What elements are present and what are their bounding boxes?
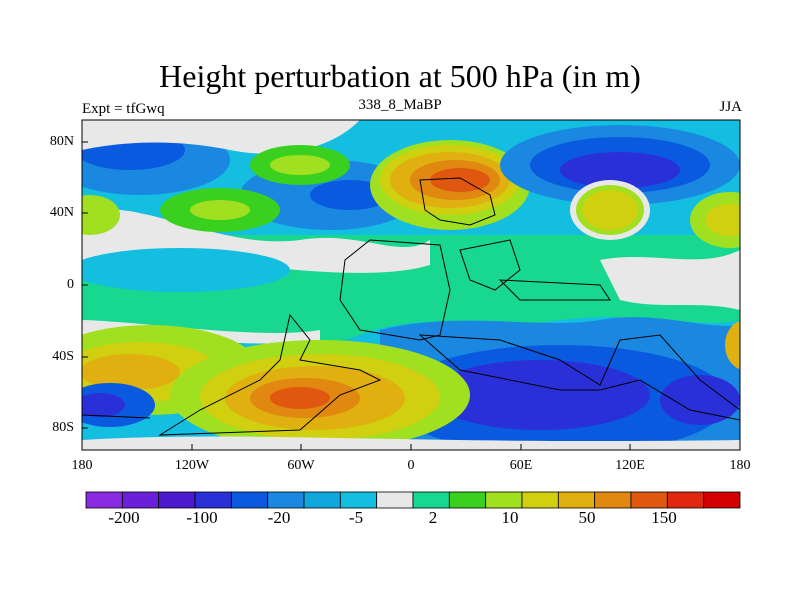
colorbar-swatch xyxy=(230,491,269,509)
colorbar-swatch xyxy=(339,491,378,509)
field-eurasia-5 xyxy=(430,168,490,192)
lon-label-60e: 60E xyxy=(509,458,533,473)
field-arctic-band xyxy=(82,120,360,154)
lon-label-180e: 180 xyxy=(729,458,751,473)
colorbar-swatch xyxy=(194,491,232,509)
lon-label-0: 0 xyxy=(407,458,415,473)
colorbar-swatch xyxy=(448,491,487,509)
colorbar-swatch xyxy=(376,491,414,509)
lon-label-180w: 180 xyxy=(71,458,93,473)
colorbar-swatch xyxy=(666,491,705,509)
colorbar-swatch xyxy=(594,491,632,509)
field-eq-light xyxy=(600,250,740,310)
colorbar-label: -200 xyxy=(108,508,140,527)
axis-ticks xyxy=(81,141,741,450)
field-atl-yellow xyxy=(270,155,330,175)
field-trop-cyan xyxy=(82,248,290,292)
lon-label-60w: 60W xyxy=(287,458,315,473)
colorbar-label: 10 xyxy=(501,508,519,527)
colorbar-label: 150 xyxy=(651,508,677,527)
colorbar-label: -100 xyxy=(186,508,218,527)
antarctic-outline xyxy=(81,414,151,419)
colorbar-label: -20 xyxy=(267,508,291,527)
colorbar-swatch xyxy=(85,491,123,509)
colorbar-swatch xyxy=(703,491,741,509)
field-greenland-low-core xyxy=(310,180,390,210)
colorbar-swatch xyxy=(630,491,668,509)
europe-outline xyxy=(419,177,496,226)
africa-outline xyxy=(339,239,451,341)
lat-label-0: 0 xyxy=(67,277,74,292)
plot-title: Height perturbation at 500 hPa (in m) xyxy=(159,58,641,94)
colorbar-swatch xyxy=(521,491,559,509)
lon-label-120w: 120W xyxy=(174,458,210,473)
colorbar-label: -5 xyxy=(348,508,364,527)
lat-label-80n: 80N xyxy=(49,134,74,149)
colorbar-swatch xyxy=(303,491,341,509)
field-npac-high-2 xyxy=(582,190,638,230)
colorbar xyxy=(85,491,741,509)
seasia-outline xyxy=(498,279,611,301)
colorbar-swatch xyxy=(412,491,450,509)
lat-label-40n: 40N xyxy=(49,205,74,220)
field-spac-3 xyxy=(82,354,180,390)
south-america-outline xyxy=(158,313,382,436)
field-se-pac-low xyxy=(660,375,740,425)
experiment-label: Expt = tfGwq xyxy=(82,101,165,117)
lon-label-120e: 120E xyxy=(615,458,645,473)
colorbar-label: 2 xyxy=(428,508,438,527)
colorbar-swatch xyxy=(158,491,196,509)
field-satl-5 xyxy=(270,387,330,409)
colorbar-swatch xyxy=(267,491,305,509)
field-antarctic xyxy=(82,436,740,450)
colorbar-label: 50 xyxy=(578,508,596,527)
colorbar-swatch xyxy=(557,491,596,509)
season-label: JJA xyxy=(719,99,742,115)
lat-label-80s: 80S xyxy=(52,420,74,435)
field-westpac-yellow xyxy=(82,195,120,235)
field-east-edge-high xyxy=(725,320,740,370)
field-sw-low-core xyxy=(82,393,125,417)
lat-label-40s: 40S xyxy=(52,349,74,364)
run-label: 338_8_MaBP xyxy=(358,97,442,113)
field-eastpac-high-core xyxy=(705,204,740,236)
contour-field xyxy=(82,120,740,450)
field-siberia-3 xyxy=(560,152,680,188)
colorbar-swatch xyxy=(121,491,160,509)
colorbar-swatch xyxy=(485,491,523,509)
field-na-yellow xyxy=(190,200,250,220)
field-southern-low-core xyxy=(430,360,650,430)
